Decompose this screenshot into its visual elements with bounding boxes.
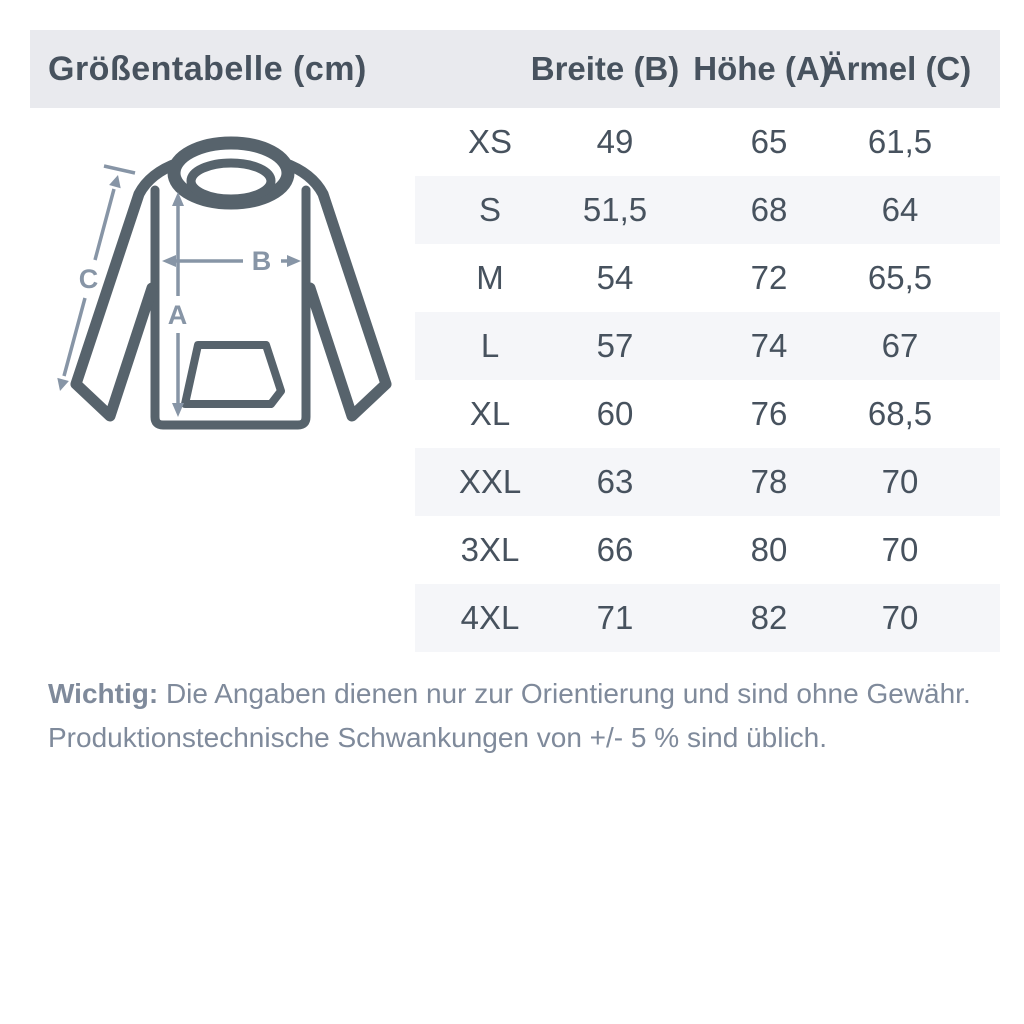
page-title: Größentabelle (cm): [48, 49, 367, 88]
cell-aermel: 70: [881, 599, 919, 636]
disclaimer-note: Wichtig: Die Angaben dienen nur zur Orie…: [48, 672, 978, 760]
cell-aermel: 68,5: [867, 395, 933, 432]
cell-size: XXL: [458, 463, 522, 500]
cell-breite: 51,5: [582, 191, 648, 228]
cell-breite: 66: [596, 531, 634, 568]
cell-aermel: 64: [881, 191, 919, 228]
size-table-body: XS 49 65 61,5 S 51,5 68 64 M 54 72 65,5 L 57 74 67 XL 60 7…: [415, 108, 1000, 652]
table-row: 3XL 66 80 70: [415, 516, 1000, 584]
measure-label-b: B: [252, 246, 273, 276]
cell-aermel: 67: [881, 327, 919, 364]
cell-hoehe: 80: [750, 531, 788, 568]
hoodie-measurement-diagram: A B C: [57, 136, 392, 430]
measure-arrow-b: [162, 255, 301, 267]
cell-size: XS: [467, 123, 513, 160]
cell-hoehe: 78: [750, 463, 788, 500]
table-row: 4XL 71 82 70: [415, 584, 1000, 652]
cell-size: 3XL: [460, 531, 520, 568]
cell-breite: 71: [596, 599, 634, 636]
cell-breite: 57: [596, 327, 634, 364]
measure-arrow-a: [172, 192, 184, 417]
cell-hoehe: 76: [750, 395, 788, 432]
cell-breite: 49: [596, 123, 634, 160]
cell-hoehe: 82: [750, 599, 788, 636]
table-header-band: Größentabelle (cm) Breite (B) Höhe (A) Ä…: [30, 30, 1000, 108]
cell-aermel: 65,5: [867, 259, 933, 296]
column-header-aermel: Ärmel (C): [822, 50, 972, 87]
hoodie-outline-icon: [70, 136, 392, 430]
note-text-1: Die Angaben dienen nur zur Orientierung …: [165, 678, 971, 709]
cell-aermel: 70: [881, 463, 919, 500]
note-lead: Wichtig:: [48, 678, 159, 709]
column-header-breite: Breite (B): [530, 50, 680, 87]
table-row: L 57 74 67: [415, 312, 1000, 380]
column-header-hoehe: Höhe (A): [693, 50, 831, 87]
cell-size: 4XL: [460, 599, 520, 636]
note-line-2: Produktionstechnische Schwankungen von +…: [48, 722, 828, 753]
cell-aermel: 61,5: [867, 123, 933, 160]
cell-hoehe: 74: [750, 327, 788, 364]
measure-arrow-c: [57, 164, 136, 391]
cell-size: M: [476, 259, 504, 296]
table-row: XXL 63 78 70: [415, 448, 1000, 516]
table-row: XL 60 76 68,5: [415, 380, 1000, 448]
cell-size: L: [480, 327, 500, 364]
measure-label-a: A: [168, 300, 189, 330]
table-row: XS 49 65 61,5: [415, 108, 1000, 176]
cell-size: XL: [469, 395, 511, 432]
cell-hoehe: 72: [750, 259, 788, 296]
cell-hoehe: 68: [750, 191, 788, 228]
table-row: S 51,5 68 64: [415, 176, 1000, 244]
cell-size: S: [478, 191, 501, 228]
cell-breite: 54: [596, 259, 634, 296]
measure-label-c: C: [79, 264, 100, 294]
cell-breite: 60: [596, 395, 634, 432]
cell-breite: 63: [596, 463, 634, 500]
table-row: M 54 72 65,5: [415, 244, 1000, 312]
cell-aermel: 70: [881, 531, 919, 568]
cell-hoehe: 65: [750, 123, 788, 160]
note-line-1: Wichtig: Die Angaben dienen nur zur Orie…: [48, 672, 978, 716]
